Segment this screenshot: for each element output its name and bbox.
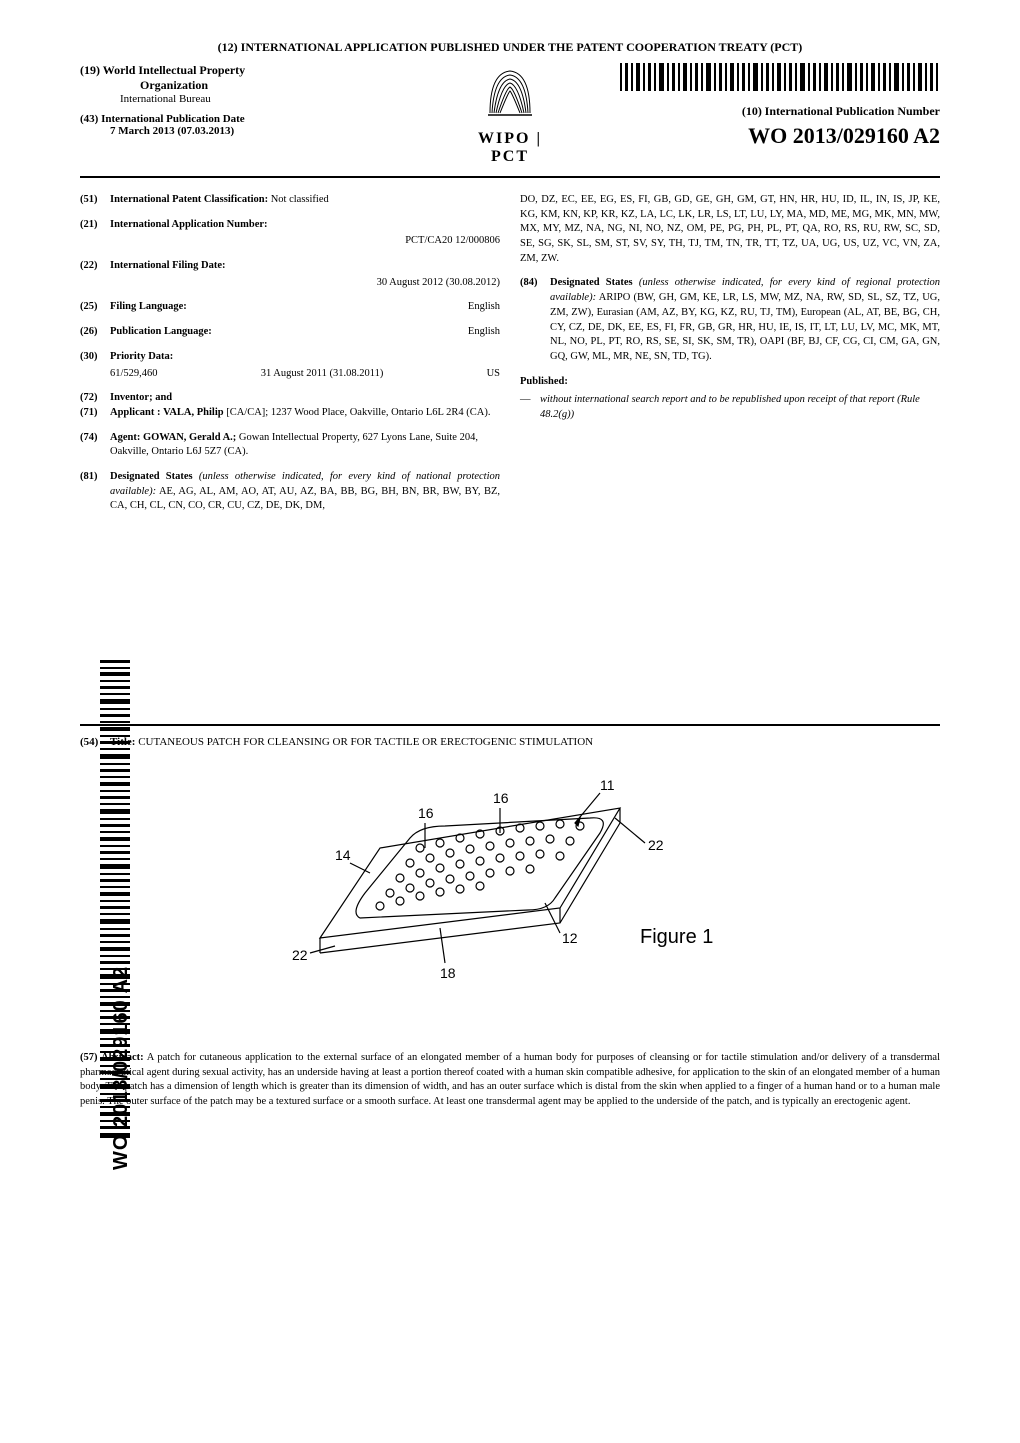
- figure-1-drawing: 11 16 16 14 12 18 22 22 Figure 1: [250, 778, 770, 1018]
- fig-ref-11: 11: [600, 778, 615, 793]
- field-label: Applicant :: [110, 407, 160, 418]
- applicant-name: VALA, Philip: [163, 407, 224, 418]
- field-num: (22): [80, 259, 110, 290]
- field-num: (26): [80, 325, 110, 340]
- field-value: English: [468, 325, 500, 340]
- entry-app-number: (21) International Application Number: P…: [80, 218, 500, 249]
- priority-date: 31 August 2011 (31.08.2011): [261, 367, 384, 382]
- field-label: Inventor; and: [110, 392, 172, 403]
- publication-number: WO 2013/029160 A2: [550, 123, 940, 149]
- entry-priority: (30) Priority Data: 61/529,460 31 August…: [80, 350, 500, 381]
- pub-num-field-num: (10): [742, 104, 762, 118]
- title-section: (54) Title: CUTANEOUS PATCH FOR CLEANSIN…: [80, 724, 940, 748]
- field-num: (71): [80, 406, 110, 421]
- biblio-left-column: (51) International Patent Classification…: [80, 193, 500, 524]
- fig-ref-16b: 16: [493, 790, 509, 806]
- designated-states-list-b: DO, DZ, EC, EE, EG, ES, FI, GB, GD, GE, …: [520, 193, 940, 266]
- fig-ref-16a: 16: [418, 805, 434, 821]
- field-value: 30 August 2012 (30.08.2012): [110, 276, 500, 291]
- field-value: English: [468, 300, 500, 315]
- entry-applicant: (71) Applicant : VALA, Philip [CA/CA]; 1…: [80, 406, 500, 421]
- entry-ipc: (51) International Patent Classification…: [80, 193, 500, 208]
- field-num: (81): [80, 470, 110, 514]
- pub-date-num: (43): [80, 113, 98, 125]
- regional-states-list: ARIPO (BW, GH, GM, KE, LR, LS, MW, MZ, N…: [550, 292, 940, 362]
- entry-designated-states-regional: (84) Designated States (unless otherwise…: [520, 276, 940, 364]
- figure-section: 11 16 16 14 12 18 22 22 Figure 1: [80, 778, 940, 1021]
- barcode-horizontal-icon: [620, 63, 940, 91]
- figure-label: Figure 1: [640, 926, 713, 948]
- field-label: Agent:: [110, 432, 140, 443]
- entry-agent: (74) Agent: GOWAN, Gerald A.; Gowan Inte…: [80, 431, 500, 460]
- priority-country: US: [487, 367, 500, 382]
- field-label: Priority Data:: [110, 351, 173, 362]
- field-num: (74): [80, 431, 110, 460]
- priority-app-num: 61/529,460: [110, 367, 158, 382]
- applicant-address: 1237 Wood Place, Oakville, Ontario L6L 2…: [271, 407, 491, 418]
- field-num: (25): [80, 300, 110, 315]
- bibliographic-section: (51) International Patent Classification…: [80, 193, 940, 524]
- abstract-section: (57) Abstract: A patch for cutaneous app…: [80, 1051, 940, 1110]
- entry-inventor: (72) Inventor; and: [80, 391, 500, 406]
- fig-ref-14: 14: [335, 847, 351, 863]
- field-label: International Filing Date:: [110, 260, 226, 271]
- abstract-field-num: (57): [80, 1052, 98, 1063]
- fig-ref-22b: 22: [648, 837, 664, 853]
- applicant-nationality: [CA/CA];: [226, 407, 268, 418]
- published-item: — without international search report an…: [520, 393, 940, 422]
- entry-filing-language: (25) Filing Language: English: [80, 300, 500, 315]
- pub-date-label: International Publication Date: [101, 113, 245, 125]
- document-header: (12) INTERNATIONAL APPLICATION PUBLISHED…: [80, 40, 940, 178]
- org-field-num: (19): [80, 63, 100, 77]
- field-num: (21): [80, 218, 110, 249]
- entry-filing-date: (22) International Filing Date: 30 Augus…: [80, 259, 500, 290]
- org-name-line1: World Intellectual Property: [103, 63, 245, 77]
- field-label: Publication Language:: [110, 325, 212, 340]
- field-label: International Application Number:: [110, 219, 268, 230]
- field-num: (84): [520, 276, 550, 364]
- published-header: Published:: [520, 375, 940, 390]
- fig-ref-22a: 22: [292, 947, 308, 963]
- field-value: Not classified: [271, 194, 329, 205]
- international-bureau: International Bureau: [120, 93, 470, 105]
- org-name-line2: Organization: [140, 78, 470, 93]
- field-value: PCT/CA20 12/000806: [110, 234, 500, 249]
- pct-banner: (12) INTERNATIONAL APPLICATION PUBLISHED…: [80, 40, 940, 55]
- biblio-right-column: DO, DZ, EC, EE, EG, ES, FI, GB, GD, GE, …: [520, 193, 940, 524]
- wipo-pct-text: WIPO | PCT: [470, 130, 550, 166]
- field-label: Designated States: [550, 277, 633, 288]
- pub-num-label: International Publication Number: [765, 104, 940, 118]
- side-publication-number: WO 2013/029160 A2: [110, 966, 133, 1170]
- field-label: Designated States: [110, 471, 193, 482]
- entry-designated-states-national: (81) Designated States (unless otherwise…: [80, 470, 500, 514]
- designated-states-list-a: AE, AG, AL, AM, AO, AT, AU, AZ, BA, BB, …: [110, 486, 500, 512]
- dash-icon: —: [520, 393, 540, 422]
- published-text: without international search report and …: [540, 393, 940, 422]
- fig-ref-12: 12: [562, 930, 578, 946]
- pub-date-value: 7 March 2013 (07.03.2013): [110, 125, 470, 137]
- field-num: (30): [80, 350, 110, 381]
- wipo-logo-icon: [480, 63, 540, 123]
- abstract-text: A patch for cutaneous application to the…: [80, 1052, 940, 1107]
- agent-name: GOWAN, Gerald A.;: [143, 432, 236, 443]
- field-label: International Patent Classification:: [110, 194, 268, 205]
- fig-ref-18: 18: [440, 965, 456, 981]
- entry-pub-language: (26) Publication Language: English: [80, 325, 500, 340]
- title-text: CUTANEOUS PATCH FOR CLEANSING OR FOR TAC…: [138, 736, 593, 748]
- field-num: (72): [80, 391, 110, 406]
- field-label: Filing Language:: [110, 300, 187, 315]
- field-num: (51): [80, 193, 110, 208]
